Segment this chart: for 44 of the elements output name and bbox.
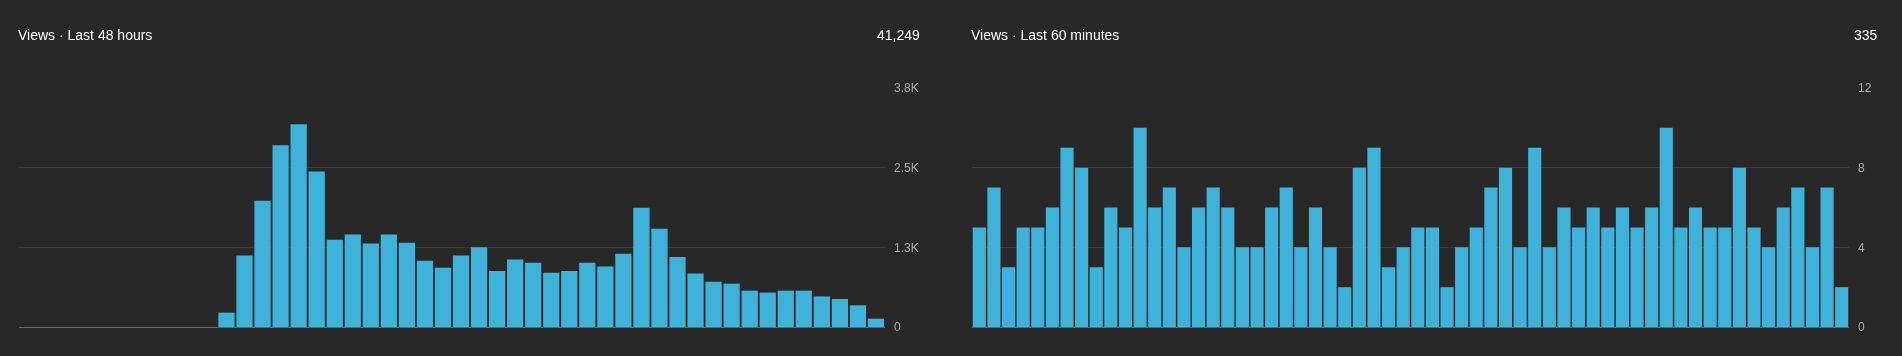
bar xyxy=(398,242,416,327)
bar xyxy=(1498,167,1513,327)
bar xyxy=(488,270,506,327)
bar xyxy=(507,259,524,327)
bar xyxy=(867,318,885,327)
bar xyxy=(741,290,758,327)
bar xyxy=(795,290,812,327)
text: 335 xyxy=(1854,27,1878,43)
bar xyxy=(543,272,560,327)
bar xyxy=(434,267,452,327)
bar xyxy=(470,247,488,327)
bar xyxy=(777,290,794,327)
y-tick-label: 0 xyxy=(894,320,901,335)
y-tick-label: 2.5K xyxy=(894,160,919,175)
bar xyxy=(326,239,343,327)
text: 41,249 xyxy=(877,27,921,43)
bar xyxy=(380,234,397,327)
y-tick-label: 3.8K xyxy=(894,81,919,96)
bar xyxy=(723,283,740,327)
bar xyxy=(813,296,830,327)
bar xyxy=(831,298,849,327)
bar xyxy=(416,260,434,327)
y-tick-label: 8 xyxy=(1858,160,1865,175)
bar xyxy=(452,255,470,327)
bar xyxy=(344,234,361,327)
bar xyxy=(597,266,614,327)
bar xyxy=(525,262,542,327)
bar xyxy=(561,270,578,327)
chart-title: Views · Last 60 minutes xyxy=(971,27,1120,43)
bar xyxy=(290,124,307,327)
bar xyxy=(1118,227,1133,327)
y-tick-label: 4 xyxy=(1858,240,1865,255)
y-tick-label: 1.3K xyxy=(894,240,919,255)
bar xyxy=(362,243,379,327)
chart-title: Views · Last 48 hours xyxy=(18,27,153,43)
bar xyxy=(849,305,867,327)
bar xyxy=(579,262,596,327)
y-tick-label: 12 xyxy=(1858,81,1872,96)
bar xyxy=(308,171,325,327)
bar xyxy=(759,292,776,327)
bar xyxy=(1308,207,1323,327)
bar xyxy=(1805,247,1820,327)
y-tick-label: 0 xyxy=(1858,320,1865,335)
bar xyxy=(1688,207,1703,327)
